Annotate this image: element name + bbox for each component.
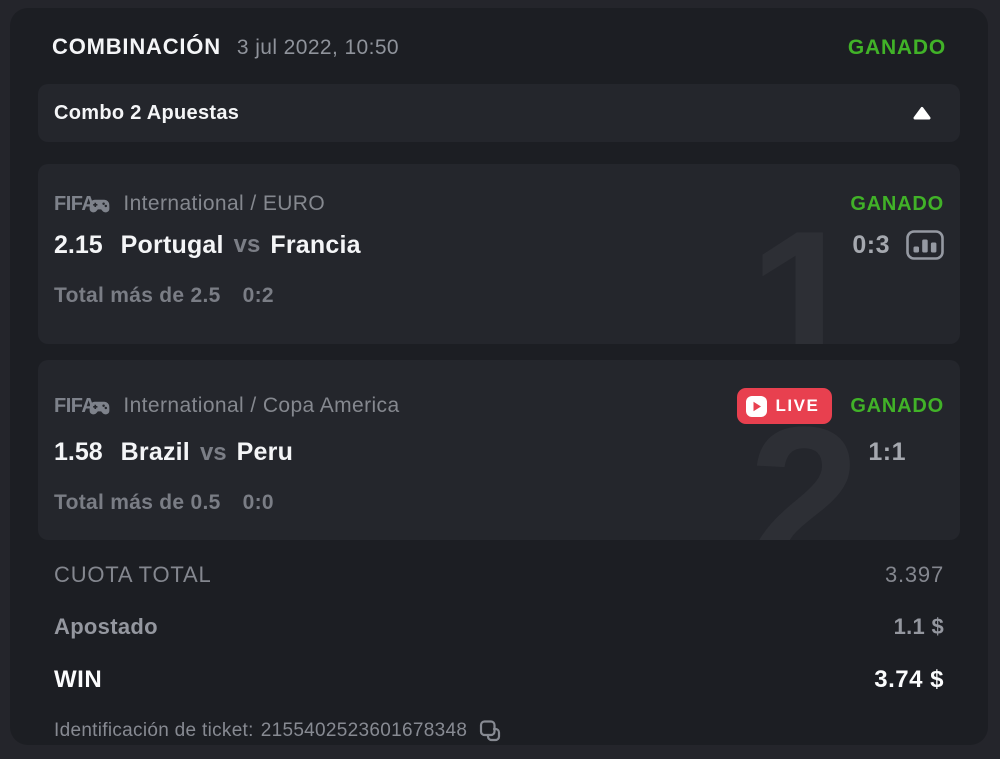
bar-chart-icon[interactable]: [906, 230, 944, 260]
market-score: 0:0: [242, 491, 274, 514]
match-score: 1:1: [868, 438, 906, 466]
home-team: Portugal: [120, 230, 224, 259]
away-team: Francia: [270, 230, 361, 259]
gamepad-icon: [88, 400, 111, 421]
combo-label: Combo 2 Apuestas: [54, 101, 240, 124]
bet-status-badge: GANADO: [850, 192, 944, 215]
stake-row: Apostado 1.1 $: [38, 614, 960, 640]
bet-card-2: 2 FIFA International / Copa America: [38, 360, 960, 540]
vs-label: vs: [233, 231, 261, 258]
league-label: International / EURO: [123, 192, 326, 215]
gamepad-icon: [88, 198, 111, 219]
away-team: Peru: [236, 438, 294, 466]
play-icon: [745, 395, 767, 417]
total-odds-label: CUOTA TOTAL: [54, 562, 212, 587]
win-row: WIN 3.74 $: [38, 666, 960, 694]
market-score: 0:2: [242, 284, 274, 307]
stake-value: 1.1 $: [893, 614, 944, 639]
bet-status-badge: GANADO: [850, 394, 944, 417]
bet-index-watermark: 1: [749, 202, 860, 345]
total-odds-value: 3.397: [884, 562, 944, 587]
ticket-id-value: 2155402523601678348: [260, 720, 468, 741]
market-label: Total más de 2.5: [54, 284, 221, 307]
bet-odd: 2.15: [54, 230, 103, 259]
bet-odd: 1.58: [54, 438, 103, 466]
home-team: Brazil: [120, 438, 190, 466]
fifa-esports-icon: FIFA: [54, 396, 111, 416]
fifa-esports-icon: FIFA: [54, 194, 111, 214]
live-badge: LIVE: [736, 388, 833, 424]
ticket-status-badge: GANADO: [847, 36, 946, 59]
match-score: 0:3: [852, 230, 890, 259]
bet-ticket-panel: COMBINACIÓN 3 jul 2022, 10:50 GANADO Com…: [10, 8, 988, 745]
copy-icon[interactable]: [477, 718, 503, 744]
league-label: International / Copa America: [123, 394, 400, 417]
bet-card-1: 1 FIFA International / EURO GANADO 2.15 …: [38, 164, 960, 344]
live-label: LIVE: [775, 396, 820, 415]
chevron-up-icon: [912, 106, 932, 121]
ticket-header: COMBINACIÓN 3 jul 2022, 10:50 GANADO: [38, 34, 960, 60]
combo-toggle-row[interactable]: Combo 2 Apuestas: [38, 84, 960, 142]
win-value: 3.74 $: [874, 666, 944, 693]
win-label: WIN: [54, 666, 103, 693]
vs-label: vs: [199, 438, 227, 466]
ticket-id-label: Identificación de ticket:: [54, 720, 254, 741]
market-label: Total más de 0.5: [54, 491, 221, 514]
ticket-type-title: COMBINACIÓN: [52, 34, 221, 59]
ticket-id-row: Identificación de ticket: 21554025236016…: [38, 718, 960, 744]
total-odds-row: CUOTA TOTAL 3.397: [38, 562, 960, 588]
ticket-date: 3 jul 2022, 10:50: [236, 36, 400, 59]
stake-label: Apostado: [54, 614, 158, 639]
